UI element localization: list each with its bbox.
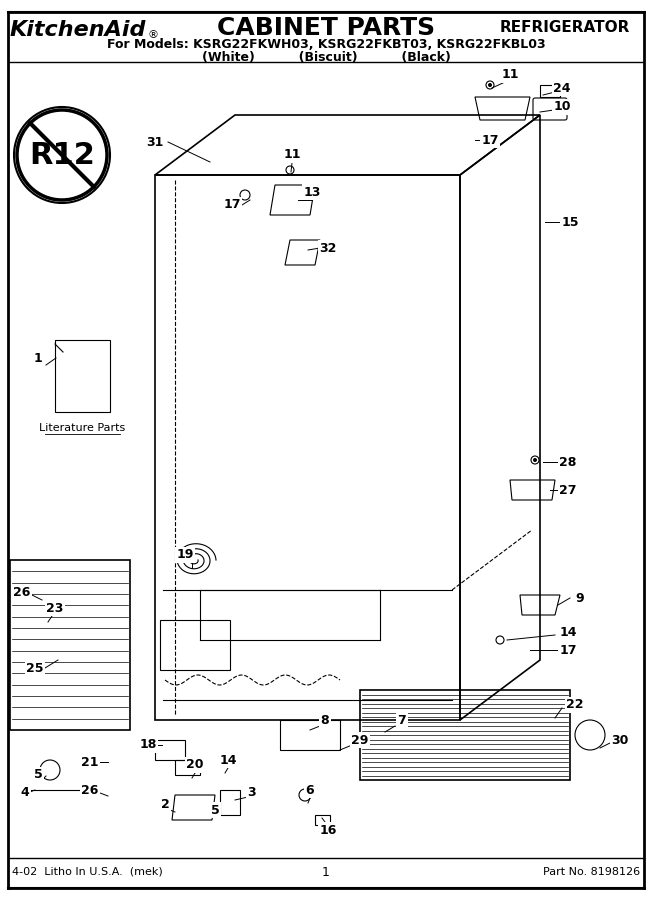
Text: 5: 5 <box>34 769 42 781</box>
Bar <box>175 760 200 775</box>
Text: 2: 2 <box>160 798 170 812</box>
Circle shape <box>488 83 492 87</box>
Text: 13: 13 <box>303 185 321 199</box>
Text: 18: 18 <box>140 739 156 752</box>
Text: 10: 10 <box>554 101 570 113</box>
Text: 24: 24 <box>554 82 570 94</box>
Text: 1: 1 <box>322 866 330 878</box>
Bar <box>540 85 560 97</box>
Bar <box>10 560 130 730</box>
Text: 7: 7 <box>398 714 406 726</box>
Text: 17: 17 <box>223 199 241 212</box>
Text: ®: ® <box>148 30 159 40</box>
Text: 26: 26 <box>82 784 98 796</box>
Text: 21: 21 <box>82 755 98 769</box>
Text: 31: 31 <box>146 136 164 149</box>
Text: 20: 20 <box>186 759 203 771</box>
Text: 32: 32 <box>319 241 336 255</box>
Text: 16: 16 <box>319 824 336 836</box>
Text: CABINET PARTS: CABINET PARTS <box>217 16 435 40</box>
Text: 27: 27 <box>559 483 577 497</box>
Bar <box>155 740 185 760</box>
Text: 5: 5 <box>211 804 219 816</box>
Text: 15: 15 <box>561 215 579 229</box>
Text: 6: 6 <box>306 784 314 796</box>
Text: 8: 8 <box>321 714 329 726</box>
Text: 29: 29 <box>351 734 368 746</box>
Text: Literature Parts: Literature Parts <box>39 423 126 433</box>
Circle shape <box>533 458 537 462</box>
Circle shape <box>486 81 494 89</box>
Text: 17: 17 <box>559 644 577 656</box>
Bar <box>55 340 110 412</box>
Text: 1: 1 <box>34 352 42 365</box>
Text: R12: R12 <box>29 140 95 169</box>
Text: 22: 22 <box>566 698 584 712</box>
Text: 14: 14 <box>219 753 237 767</box>
Text: 19: 19 <box>176 548 194 562</box>
Text: 17: 17 <box>481 133 499 147</box>
Text: 4: 4 <box>21 786 29 798</box>
Text: KitchenAid: KitchenAid <box>10 20 147 40</box>
Text: 25: 25 <box>26 662 44 674</box>
Bar <box>280 720 340 750</box>
Bar <box>220 790 240 815</box>
Text: (White)          (Biscuit)          (Black): (White) (Biscuit) (Black) <box>201 50 451 64</box>
Text: 11: 11 <box>283 148 301 161</box>
Text: 26: 26 <box>13 586 31 598</box>
Bar <box>360 690 570 780</box>
Text: 23: 23 <box>46 601 64 615</box>
Text: REFRIGERATOR: REFRIGERATOR <box>499 21 630 35</box>
Text: For Models: KSRG22FKWH03, KSRG22FKBT03, KSRG22FKBL03: For Models: KSRG22FKWH03, KSRG22FKBT03, … <box>107 39 545 51</box>
Text: 3: 3 <box>248 786 256 798</box>
Text: 30: 30 <box>612 734 629 746</box>
Text: 11: 11 <box>501 68 519 82</box>
Text: 14: 14 <box>559 626 577 638</box>
Text: 9: 9 <box>576 591 584 605</box>
Text: 4-02  Litho In U.S.A.  (mek): 4-02 Litho In U.S.A. (mek) <box>12 867 163 877</box>
Text: Part No. 8198126: Part No. 8198126 <box>543 867 640 877</box>
Text: 28: 28 <box>559 455 576 469</box>
Bar <box>315 815 330 825</box>
